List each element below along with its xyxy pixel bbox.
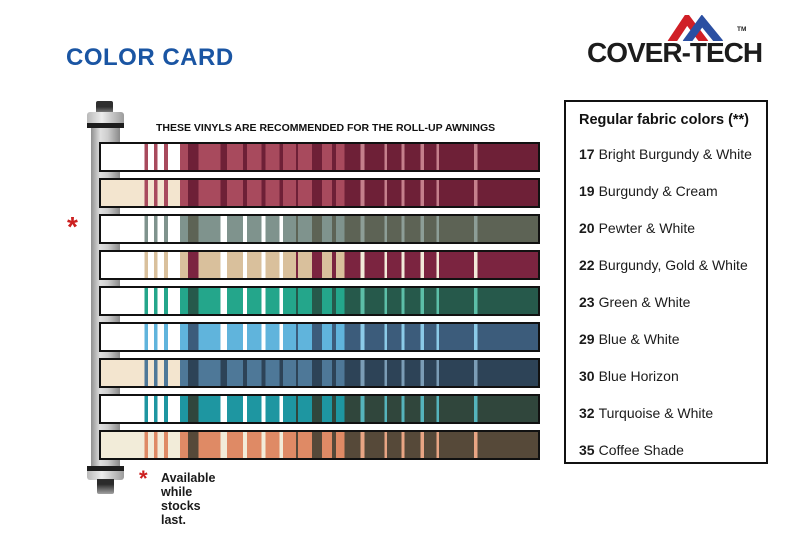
availability-asterisk: *: [67, 211, 78, 242]
brand-name: COVER-TECH: [587, 37, 763, 68]
fabric-number: 35: [579, 442, 595, 458]
fabric-name: Burgundy & Cream: [598, 183, 718, 199]
color-strip-19: [99, 178, 540, 208]
color-strip-23: [99, 286, 540, 316]
strips-heading: THESE VINYLS ARE RECOMMENDED FOR THE ROL…: [156, 122, 496, 134]
trademark-symbol: TM: [737, 26, 747, 33]
color-strip-32: [99, 394, 540, 424]
tube-bottom-band: [87, 466, 124, 472]
color-strip-22: [99, 250, 540, 280]
fabric-name: Turquoise & White: [598, 405, 714, 421]
tube-top-cap: [87, 112, 124, 124]
fabric-name: Burgundy, Gold & White: [598, 257, 748, 273]
roof-red-chevron: [667, 15, 709, 41]
legend-box: Regular fabric colors (**) 17 Bright Burg…: [564, 100, 768, 464]
color-strip-17: [99, 142, 540, 172]
tube-body: [91, 128, 120, 468]
color-strip-20: [99, 214, 540, 244]
tube-bottom-knob: [97, 479, 114, 494]
tube-bottom-cap: [87, 471, 124, 480]
legend-item-23: 23 Green & White: [579, 294, 690, 310]
fabric-number: 32: [579, 405, 595, 421]
color-strip-30: [99, 358, 540, 388]
legend-item-19: 19 Burgundy & Cream: [579, 183, 718, 199]
tube-top-knob: [96, 101, 113, 114]
fabric-number: 19: [579, 183, 595, 199]
footnote-text: Available while stocks last.: [161, 471, 216, 527]
tube-top-band: [87, 123, 124, 128]
footnote-asterisk: *: [139, 466, 148, 491]
fabric-name: Pewter & White: [598, 220, 696, 236]
legend-item-32: 32 Turquoise & White: [579, 405, 713, 421]
roof-blue-chevron: [682, 15, 724, 41]
roof-icon: [667, 15, 724, 41]
fabric-number: 17: [579, 146, 595, 162]
legend-item-17: 17 Bright Burgundy & White: [579, 146, 752, 162]
color-strip-35: [99, 430, 540, 460]
page-title: COLOR CARD: [66, 44, 234, 71]
color-strip-29: [99, 322, 540, 352]
fabric-name: Blue & White: [598, 331, 680, 347]
fabric-number: 23: [579, 294, 595, 310]
fabric-number: 30: [579, 368, 595, 384]
legend-item-20: 20 Pewter & White: [579, 220, 695, 236]
brand-logo: TM COVER-TECH: [585, 13, 765, 73]
fabric-number: 29: [579, 331, 595, 347]
fabric-name: Green & White: [598, 294, 691, 310]
legend-item-35: 35 Coffee Shade: [579, 442, 684, 458]
fabric-number: 20: [579, 220, 595, 236]
fabric-number: 22: [579, 257, 595, 273]
legend-item-30: 30 Blue Horizon: [579, 368, 679, 384]
legend-header: Regular fabric colors (**): [579, 112, 750, 128]
legend-item-22: 22 Burgundy, Gold & White: [579, 257, 748, 273]
fabric-name: Bright Burgundy & White: [598, 146, 752, 162]
legend-item-29: 29 Blue & White: [579, 331, 680, 347]
fabric-name: Coffee Shade: [598, 442, 684, 458]
fabric-name: Blue Horizon: [598, 368, 679, 384]
